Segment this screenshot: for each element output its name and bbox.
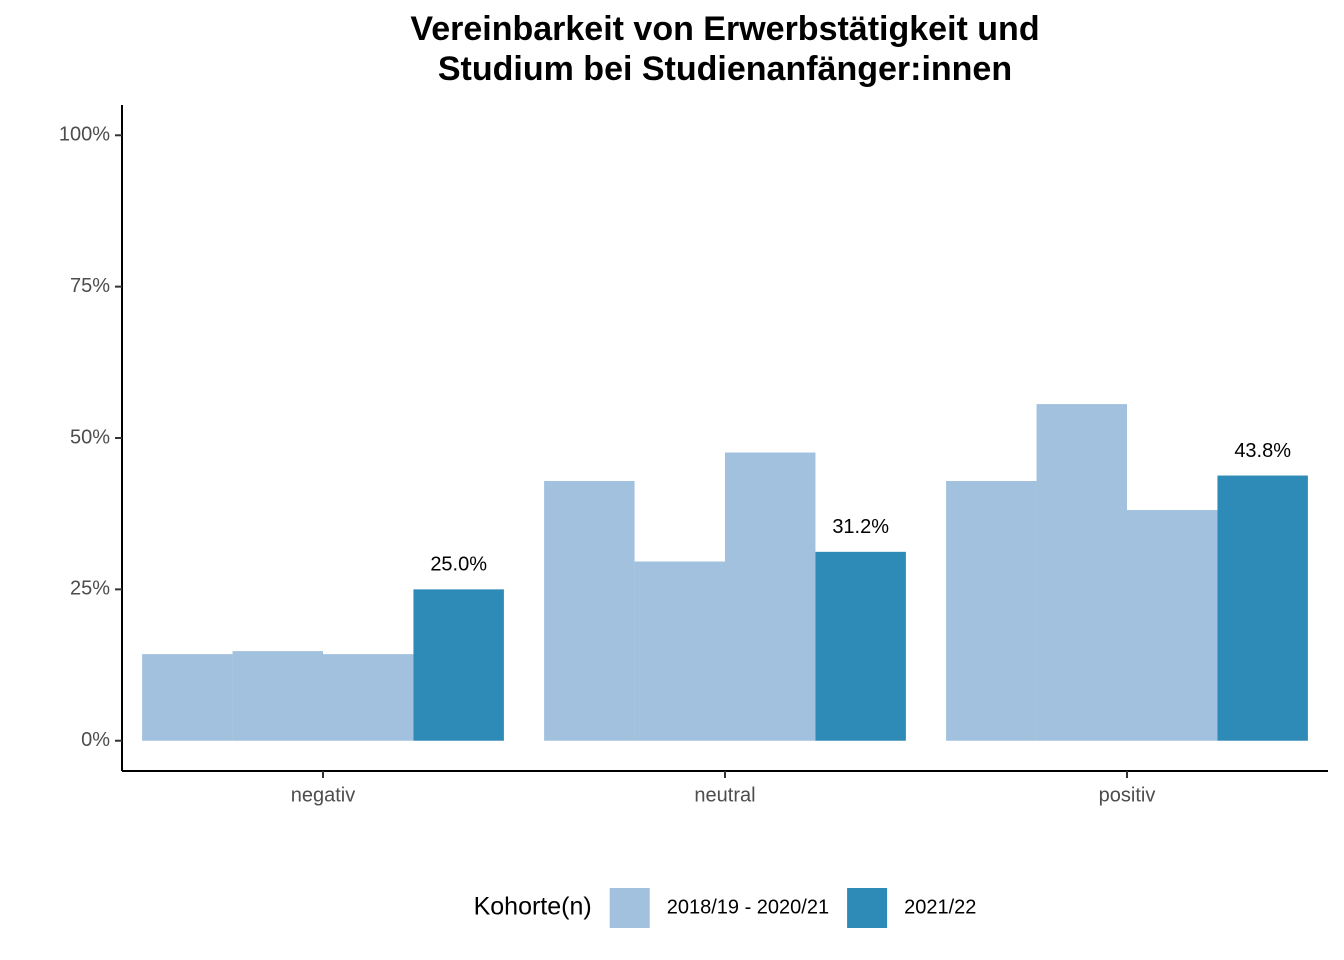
x-tick-label: neutral [694, 784, 755, 806]
value-label: 25.0% [430, 554, 487, 576]
bar [1036, 404, 1127, 741]
legend-label: 2018/19 - 2020/21 [667, 896, 829, 918]
legend-swatch [609, 888, 650, 928]
y-tick-label: 75% [70, 275, 110, 297]
bar [323, 654, 414, 741]
bar [413, 589, 504, 741]
y-tick-label: 25% [70, 578, 110, 600]
bar [1127, 510, 1218, 741]
bar [815, 551, 906, 741]
bar [1217, 475, 1308, 741]
x-tick-label: negativ [291, 784, 356, 806]
legend-title: Kohorte(n) [474, 893, 592, 921]
chart-title: Vereinbarkeit von Erwerbstätigkeit und [410, 10, 1039, 48]
bar [725, 452, 816, 741]
value-label: 31.2% [832, 516, 889, 538]
bar [544, 480, 635, 741]
chart-title: Studium bei Studienanfänger:innen [438, 50, 1012, 88]
bar [142, 654, 233, 741]
y-tick-label: 100% [59, 124, 110, 146]
y-tick-label: 0% [81, 729, 110, 751]
y-tick-label: 50% [70, 426, 110, 448]
legend-label: 2021/22 [904, 896, 976, 918]
bar [232, 651, 323, 741]
bar [946, 480, 1037, 741]
legend-swatch [847, 888, 888, 928]
x-tick-label: positiv [1099, 784, 1156, 806]
bar [634, 561, 725, 741]
value-label: 43.8% [1234, 440, 1291, 462]
